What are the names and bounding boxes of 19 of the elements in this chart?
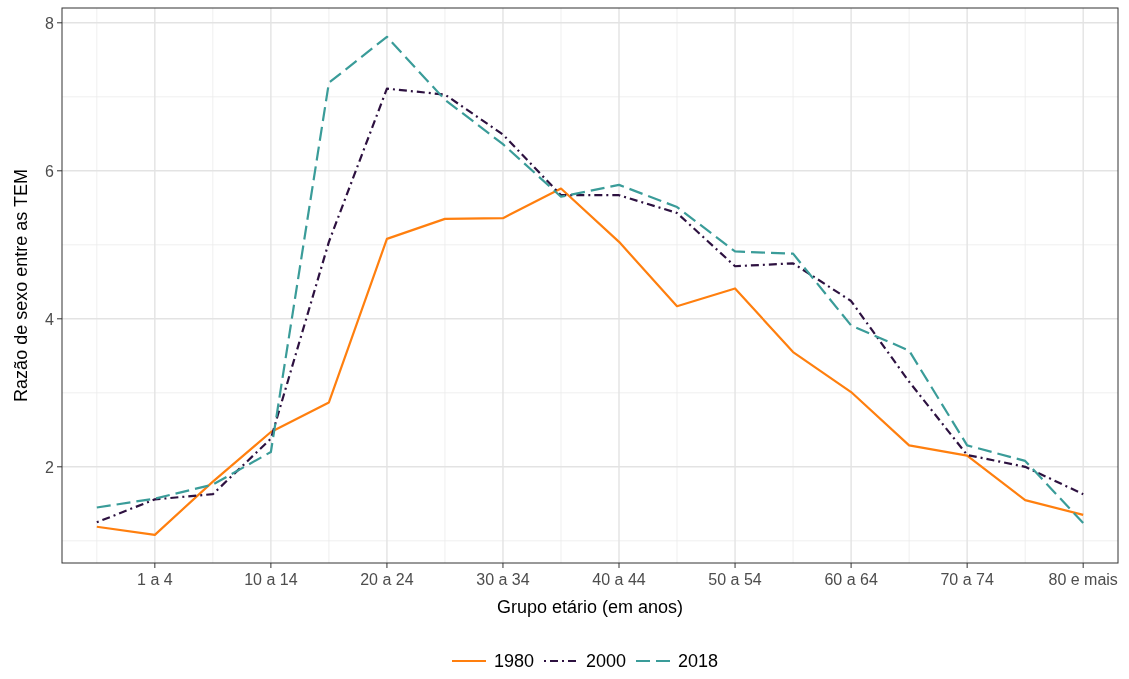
legend-label: 1980 <box>494 651 535 671</box>
x-tick-label: 1 a 4 <box>137 571 173 588</box>
x-tick-label: 30 a 34 <box>476 571 530 588</box>
x-tick-label: 80 e mais <box>1048 571 1118 588</box>
x-tick-label: 70 a 74 <box>940 571 994 588</box>
legend-label: 2000 <box>586 651 627 671</box>
legend-label: 2018 <box>678 651 719 671</box>
x-tick-label: 10 a 14 <box>244 571 298 588</box>
y-tick-label: 6 <box>45 162 55 180</box>
x-tick-label: 20 a 24 <box>360 571 414 588</box>
x-tick-label: 60 a 64 <box>824 571 878 588</box>
y-tick-label: 2 <box>45 458 55 476</box>
x-axis-title: Grupo etário (em anos) <box>496 597 684 617</box>
x-tick-label: 50 a 54 <box>708 571 762 588</box>
line-series <box>95 187 1085 536</box>
y-tick-label: 8 <box>45 14 55 32</box>
x-tick-label: 40 a 44 <box>592 571 646 588</box>
y-axis-title: Razão de sexo entre as TEM <box>11 169 31 402</box>
y-tick-label: 4 <box>45 310 55 328</box>
